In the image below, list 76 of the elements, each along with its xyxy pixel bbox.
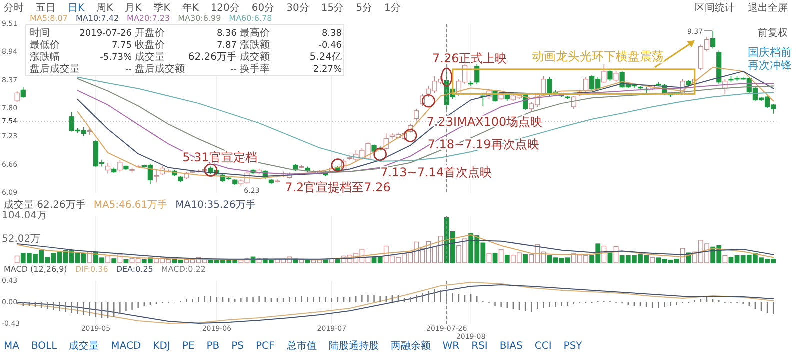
- text: PCF: [256, 341, 276, 352]
- annotation: 7.26正式上映: [432, 51, 508, 66]
- text: 陆股通持股: [328, 340, 379, 352]
- annotation: 2019-07-26: [80, 29, 132, 39]
- text: MA30:6.99: [178, 14, 222, 23]
- annotation: 最低价: [30, 39, 60, 51]
- annotation: -5.73%: [100, 53, 132, 63]
- annotation: 时间: [30, 27, 50, 39]
- text: 60分: [252, 2, 275, 14]
- annotation: 8.36: [216, 29, 238, 39]
- text: 1分: [384, 2, 401, 14]
- annotation: 7.75: [112, 41, 132, 51]
- annotation: 成交额: [240, 51, 270, 63]
- annotation: 62.26万手: [188, 51, 237, 63]
- annotation: -0.46: [318, 41, 342, 51]
- text: MA5:46.61万手: [94, 199, 168, 211]
- annotation: 收盘价: [135, 39, 165, 51]
- text: BOLL: [31, 341, 58, 352]
- text: WR: [442, 341, 460, 352]
- y-tick-label: 104.04万: [2, 210, 47, 222]
- text: 退出全屏: [748, 2, 788, 14]
- text: PB: [206, 341, 220, 352]
- text: 季K: [154, 2, 171, 14]
- text: PS: [232, 341, 244, 352]
- text: 5分: [356, 2, 372, 14]
- annotation: 盘后成交额: [135, 63, 185, 75]
- annotation: 动画龙头光环下横盘震荡: [532, 49, 664, 64]
- annotation: 国庆档前再次冲锋: [748, 46, 792, 72]
- text: MACD:0.22: [161, 265, 206, 274]
- annotation: 2.27%: [313, 65, 342, 75]
- annotation: 盘后成交量: [30, 63, 80, 75]
- annotation: --: [230, 65, 237, 75]
- text: MA60:6.78: [229, 14, 272, 23]
- text: MA: [4, 341, 20, 352]
- text: 总市值: [286, 340, 317, 352]
- annotation: 前复权: [758, 27, 788, 39]
- text: 五日: [36, 3, 56, 14]
- text: PE: [182, 341, 195, 352]
- text: MA10:35.26万手: [176, 199, 256, 211]
- text: DIF:0.36: [75, 265, 108, 274]
- annotation: 7.2官宣提档至7.26: [285, 180, 391, 194]
- text: PSY: [564, 341, 584, 352]
- chart-title: MACD (12,26,9): [4, 265, 68, 274]
- text: 成交量: [69, 340, 100, 352]
- annotation: 换手率: [240, 63, 270, 75]
- annotation: 7.13~7.14首次点映: [380, 165, 492, 180]
- text: 日K: [68, 3, 85, 14]
- annotation: 涨跌额: [240, 39, 270, 51]
- text: 周K: [96, 3, 114, 14]
- text: MA5:8.07: [30, 14, 68, 23]
- text: 月K: [125, 3, 142, 14]
- text: MA20:7.23: [127, 14, 170, 23]
- text: 120分: [210, 2, 240, 14]
- text: 年K: [182, 2, 200, 14]
- annotation: 5.24亿: [310, 52, 342, 63]
- annotation: 开盘价: [135, 27, 165, 39]
- annotation: 最高价: [240, 27, 270, 39]
- annotation: 涨跌幅: [30, 51, 60, 63]
- text: 两融余额: [390, 340, 431, 352]
- text: MA10:7.42: [76, 14, 120, 23]
- annotation: 8.38: [322, 29, 342, 39]
- y-tick-label: 52.02万: [2, 234, 41, 245]
- text: DEA:0.25: [116, 265, 154, 274]
- text: KDJ: [153, 341, 170, 352]
- chart-title: 成交量 62.26万手: [4, 199, 86, 211]
- text: 区间统计: [695, 2, 735, 14]
- text: MACD: [111, 341, 142, 352]
- text: BIAS: [500, 341, 523, 352]
- text: CCI: [534, 341, 552, 352]
- annotation: --: [126, 65, 132, 75]
- annotation: 成交量: [135, 51, 165, 63]
- text: 分时: [4, 2, 24, 14]
- text: RSI: [472, 341, 488, 352]
- annotation: 7.87: [216, 41, 237, 51]
- text: 30分: [286, 2, 310, 14]
- text: 15分: [321, 2, 344, 14]
